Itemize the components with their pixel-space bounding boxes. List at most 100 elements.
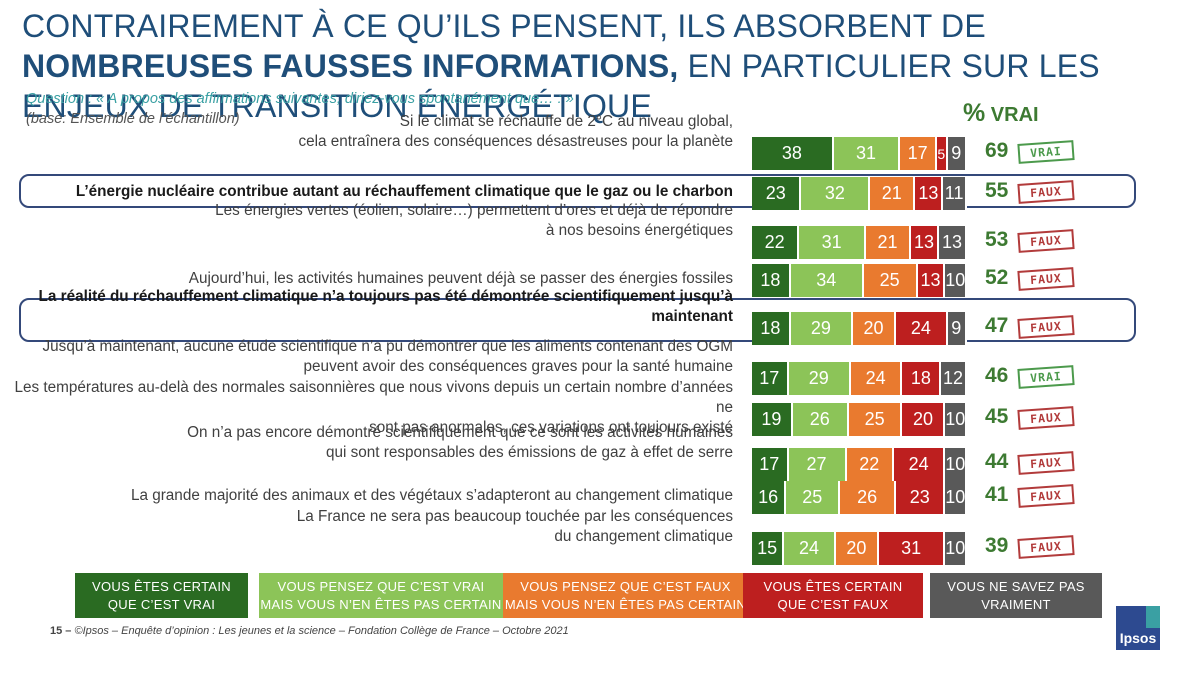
category-label-line: Aujourd’hui, les activités humaines peuv… <box>188 270 733 287</box>
category-label-line: du changement climatique <box>554 528 733 545</box>
verdict-stamp: FAUX <box>1017 535 1075 559</box>
bar-segment: 11 <box>943 177 967 210</box>
legend-label: VOUS NE SAVEZ PAS VRAIMENT <box>947 578 1085 614</box>
category-label: Jusqu’à maintenant, aucune étude scienti… <box>13 337 733 377</box>
bar-segment: 20 <box>902 403 946 436</box>
bar-segment: 17 <box>900 137 937 170</box>
source-note: ©Ipsos – Enquête d’opinion : Les jeunes … <box>74 625 569 637</box>
stacked-bar: 18 29 20 24 9 <box>752 312 967 345</box>
bar-segment: 25 <box>848 403 903 436</box>
bar-segment: 5 <box>936 137 948 170</box>
category-label-line: On n’a pas encore démontré scientifiquem… <box>187 424 733 441</box>
bar-segment: 22 <box>846 448 894 481</box>
bar-segment: 10 <box>945 403 967 436</box>
pct-symbol: % <box>963 99 986 127</box>
stacked-bar: 16 25 26 23 10 <box>752 481 967 514</box>
bar-segment: 17 <box>752 362 789 395</box>
chart-legend: VOUS ÊTES CERTAIN QUE C’EST VRAI VOUS PENS… <box>0 573 1200 618</box>
logo-accent <box>1146 606 1160 628</box>
category-label: Aujourd’hui, les activités humaines peuv… <box>13 269 733 289</box>
bar-segment: 27 <box>788 448 847 481</box>
bar-segment: 38 <box>752 137 834 170</box>
bar-segment: 19 <box>752 403 793 436</box>
bar-segment: 18 <box>752 312 791 345</box>
page-number: 15 – <box>50 625 72 637</box>
category-label-line: Jusqu’à maintenant, aucune étude scienti… <box>42 338 733 355</box>
stacked-bar: 23 32 21 13 11 <box>752 177 967 210</box>
category-label: Les températures au-delà des normales sa… <box>13 378 733 438</box>
bar-segment: 10 <box>945 264 967 297</box>
bar-segment: 31 <box>833 137 901 170</box>
legend-label-line: VOUS NE SAVEZ PAS <box>947 578 1085 594</box>
page-title: CONTRAIREMENT À CE QU’ILS PENSENT, ILS A… <box>22 6 1182 126</box>
category-label-line: La réalité du réchauffement climatique n… <box>38 288 733 305</box>
category-label-line: sont pas anormales, ces variations ont t… <box>369 419 733 436</box>
pct-vrai-value: 44 <box>985 450 1009 473</box>
bar-segment: 9 <box>947 137 967 170</box>
stacked-bar: 18 34 25 13 10 <box>752 264 967 297</box>
legend-label-line: VRAIMENT <box>981 596 1051 612</box>
stacked-bar: 17 29 24 18 12 <box>752 362 967 395</box>
bar-segment: 9 <box>947 312 967 345</box>
verdict-stamp: VRAI <box>1017 365 1075 389</box>
bar-segment: 22 <box>752 226 800 259</box>
pct-vrai-value: 45 <box>985 405 1009 428</box>
verdict-stamp: FAUX <box>1017 451 1075 475</box>
legend-label-line: VOUS PENSEZ QUE C’EST VRAI <box>277 578 485 594</box>
highlight-box <box>19 174 1136 208</box>
bar-segment: 20 <box>835 532 879 565</box>
category-label-line: à nos besoins énergétiques <box>545 222 733 239</box>
category-label-line: Les énergies vertes (éolien, solaire…) p… <box>215 202 733 219</box>
bar-segment: 21 <box>870 177 916 210</box>
verdict-stamp: FAUX <box>1017 406 1075 430</box>
footer: 15 – ©Ipsos – Enquête d’opinion : Les je… <box>50 625 569 637</box>
pct-vrai-value: 39 <box>985 534 1009 557</box>
bar-segment: 18 <box>752 264 791 297</box>
pct-header-label: VRAI <box>990 104 1039 126</box>
legend-label: VOUS PENSEZ QUE C’EST FAUX MAIS VOUS N’EN… <box>505 578 746 614</box>
bar-segment: 24 <box>896 312 948 345</box>
pct-vrai-value: 41 <box>985 483 1009 506</box>
bar-segment: 23 <box>896 481 946 514</box>
stacked-bar: 38 31 17 5 9 <box>752 137 967 170</box>
pct-vrai-header: % VRAI <box>963 99 1039 128</box>
category-label: La réalité du réchauffement climatique n… <box>13 287 733 327</box>
bar-segment: 24 <box>893 448 946 481</box>
category-label-line: L’énergie nucléaire contribue autant au … <box>75 183 733 200</box>
category-label-line: qui sont responsables des émissions de g… <box>325 444 733 461</box>
verdict-stamp: FAUX <box>1017 229 1075 253</box>
bar-segment: 34 <box>790 264 864 297</box>
bar-segment: 16 <box>752 481 787 514</box>
legend-label: VOUS PENSEZ QUE C’EST VRAI MAIS VOUS N’EN… <box>260 578 501 614</box>
bar-segment: 21 <box>865 226 912 259</box>
legend-label-line: QUE C’EST VRAI <box>107 596 216 612</box>
legend-label: VOUS ÊTES CERTAIN QUE C’EST VRAI <box>92 578 231 614</box>
bar-segment: 32 <box>801 177 871 210</box>
legend-label-line: QUE C’EST FAUX <box>777 596 889 612</box>
legend-item: VOUS PENSEZ QUE C’EST FAUX MAIS VOUS N’EN… <box>503 573 748 618</box>
bar-segment: 17 <box>752 448 789 481</box>
bar-segment: 10 <box>945 532 967 565</box>
legend-item: VOUS NE SAVEZ PAS VRAIMENT <box>930 573 1102 618</box>
pct-vrai-value: 47 <box>985 314 1009 337</box>
bar-segment: 23 <box>752 177 802 210</box>
category-label-line: maintenant <box>651 308 733 325</box>
pct-vrai-value: 46 <box>985 364 1009 387</box>
bar-segment: 13 <box>917 264 946 297</box>
bar-segment: 29 <box>790 312 854 345</box>
stacked-bar: 19 26 25 20 10 <box>752 403 967 436</box>
question-text: Question : « A propos des affirmations s… <box>26 91 574 107</box>
legend-item: VOUS PENSEZ QUE C’EST VRAI MAIS VOUS N’EN… <box>259 573 503 618</box>
category-label: Les énergies vertes (éolien, solaire…) p… <box>13 201 733 241</box>
legend-item: VOUS ÊTES CERTAIN QUE C’EST VRAI <box>75 573 248 618</box>
verdict-stamp: FAUX <box>1017 484 1075 508</box>
bar-segment: 31 <box>799 226 866 259</box>
category-label-line: La grande majorité des animaux et des vé… <box>130 487 733 504</box>
category-label-line: Si le climat se réchauffe de 2°C au nive… <box>399 113 733 130</box>
bar-segment: 25 <box>786 481 841 514</box>
bar-segment: 24 <box>850 362 903 395</box>
logo-text: Ipsos <box>1119 630 1157 646</box>
legend-label-line: VOUS ÊTES CERTAIN <box>763 578 903 594</box>
category-label: Si le climat se réchauffe de 2°C au nive… <box>13 112 733 152</box>
legend-label-line: MAIS VOUS N’EN ÊTES PAS CERTAIN <box>504 596 747 612</box>
